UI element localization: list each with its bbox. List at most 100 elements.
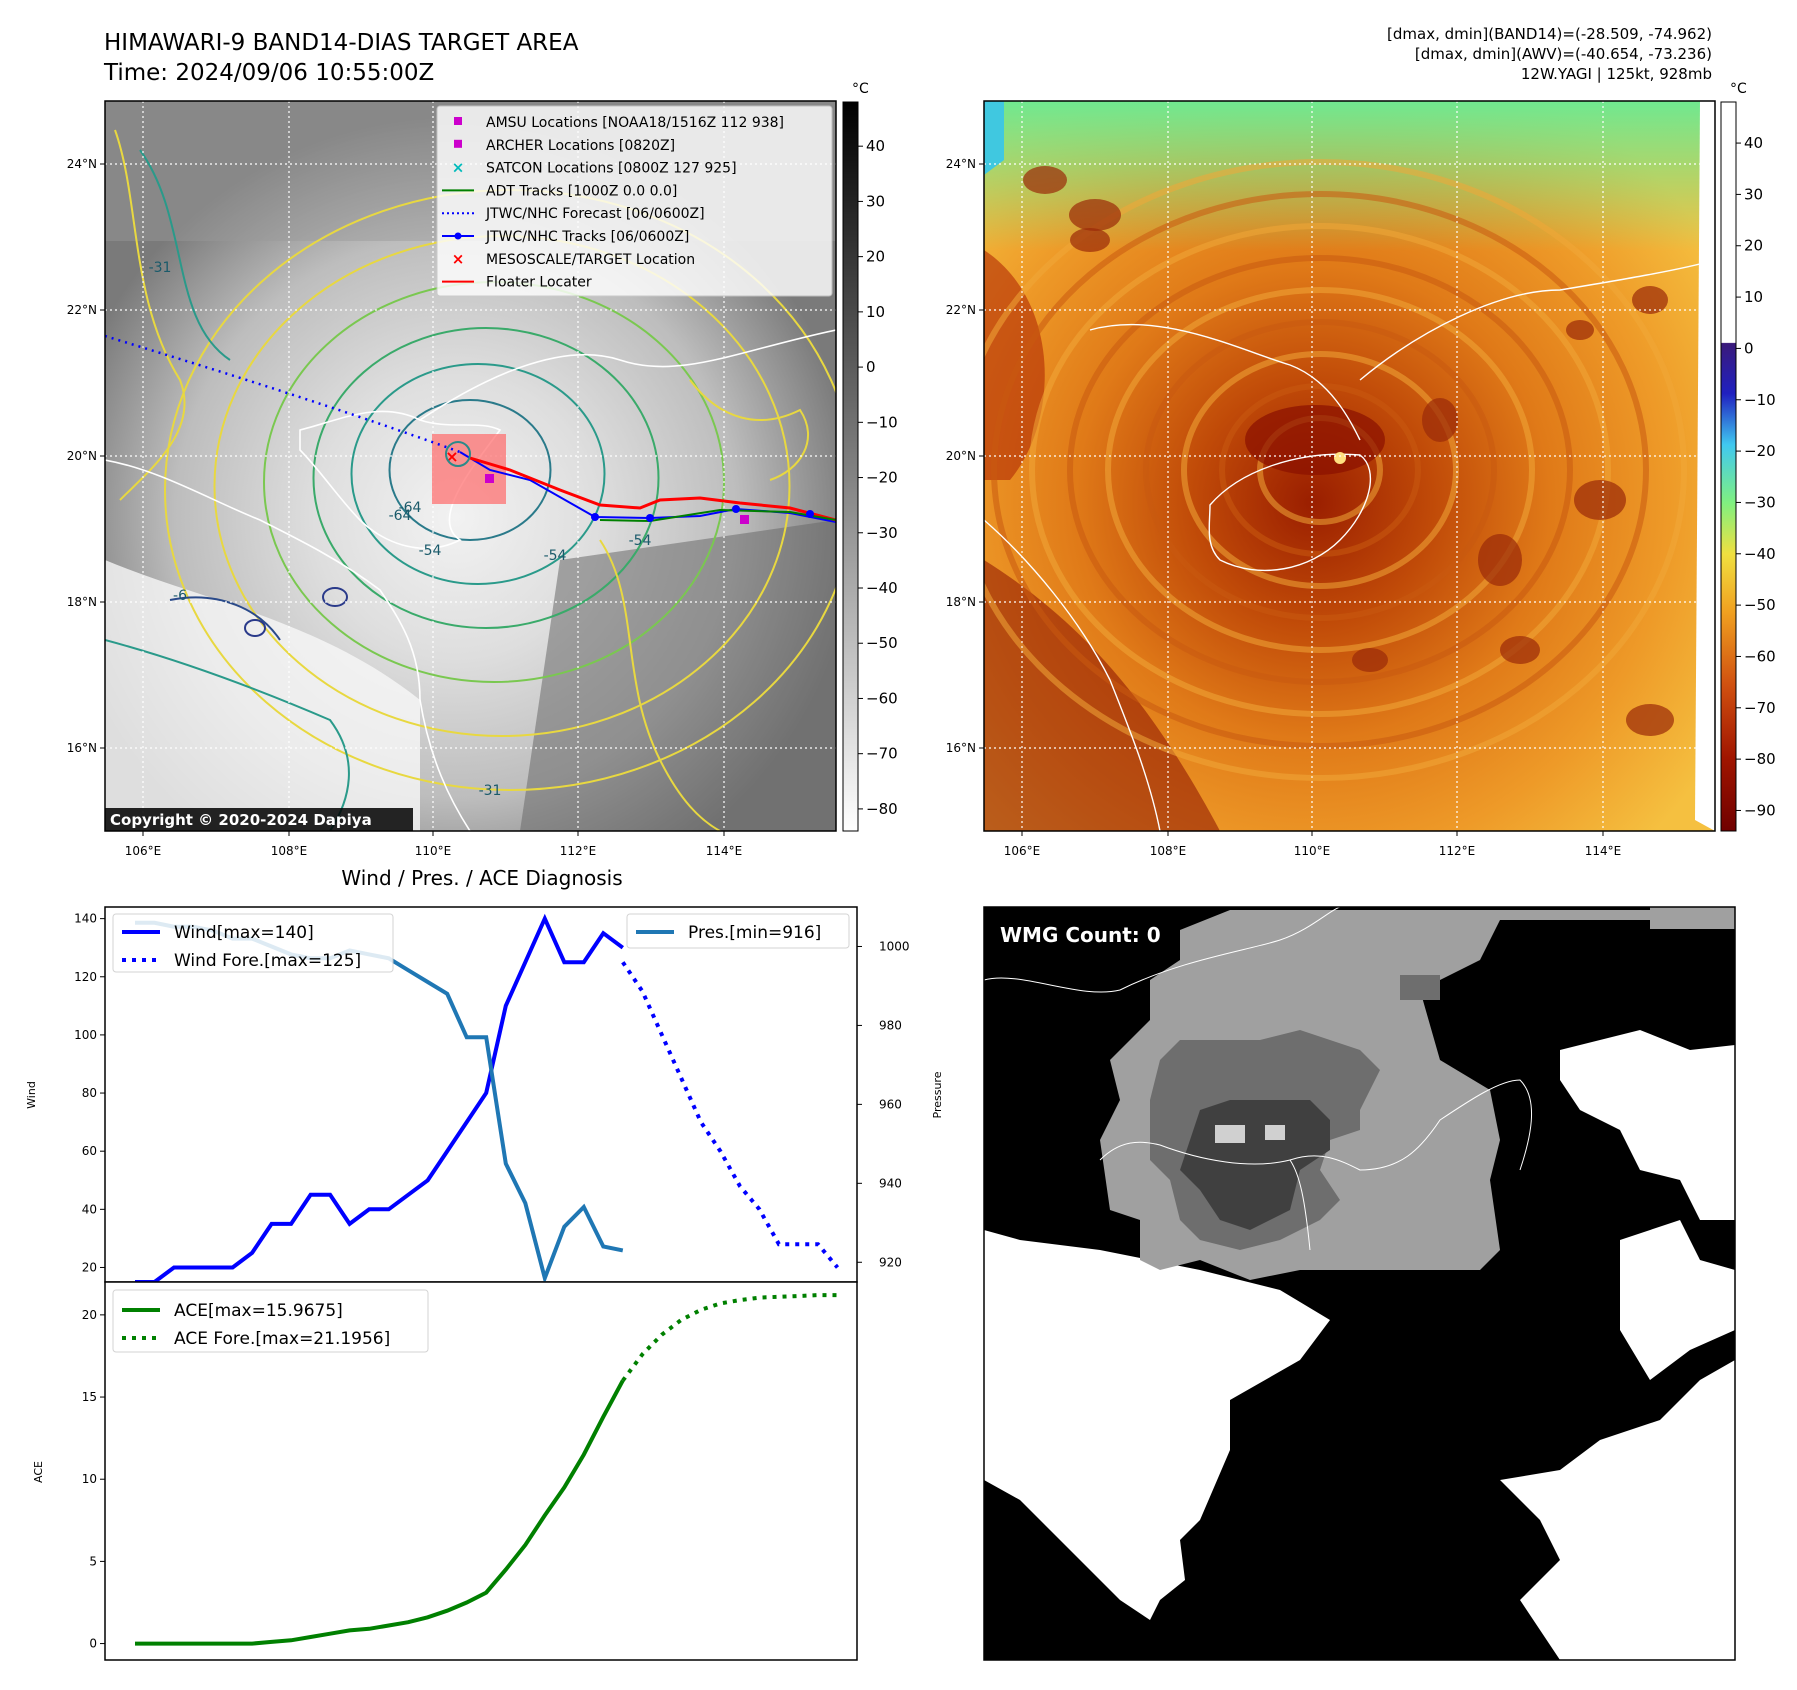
lon-tick-label: 112°E [560,844,597,858]
contour-label: -54 [419,543,442,559]
colorbar-tick-label: −40 [866,579,898,597]
copyright-text: Copyright © 2020-2024 Dapiya [110,811,372,829]
wmg-panel: WMG Count: 0 [983,906,1736,1661]
wind-axis-tick: 40 [82,1202,97,1216]
lat-tick-label: 18°N [67,595,97,609]
ir-map-panel: × -64 -54 -54 -54 -31 -31 -6 -64 Copyright © 20… [67,100,837,858]
legend-item-label: SATCON Locations [0800Z 127 925] [486,161,737,177]
colorbar-tick-label: −10 [1744,391,1776,409]
lon-tick-label: 106°E [1004,844,1041,858]
info-awv-range: [dmax, dmin](AWV)=(-40.654, -73.236) [1415,45,1712,63]
wind-axis-tick: 140 [74,912,97,926]
colorbar-tick-label: −80 [866,800,898,818]
wind-axis-tick: 120 [74,970,97,984]
legend-item-label: JTWC/NHC Tracks [06/0600Z] [485,229,689,245]
pressure-axis-tick: 1000 [879,939,910,953]
colorbar-tick-label: −10 [866,413,898,431]
colorbar-tick-label: −50 [866,634,898,652]
series-line-1 [621,961,840,1269]
colorbar-tick-label: 30 [866,192,885,210]
legend-item-label: ARCHER Locations [0820Z] [486,138,675,154]
adt-track [599,508,836,523]
colorbar-tick-label: −30 [866,524,898,542]
legend-item-label: ADT Tracks [1000Z 0.0 0.0] [486,183,677,199]
lon-tick-label: 114°E [706,844,743,858]
ace-axis-tick: 20 [82,1308,97,1322]
info-storm: 12W.YAGI | 125kt, 928mb [1521,65,1712,83]
figure-time: Time: 2024/09/06 10:55:00Z [103,60,434,86]
lon-tick-label: 106°E [125,844,162,858]
contour-label: -54 [544,548,567,564]
colorbar-tick-label: 10 [1744,288,1763,306]
pressure-axis-label: Pressure [931,1071,944,1118]
colorbar-tick-label: −90 [1744,801,1776,819]
ace-series-line-0 [135,1379,625,1646]
colorbar-band14-unit: °C [852,81,869,97]
colorbar-tick-label: 40 [1744,134,1763,152]
pressure-axis-tick: 920 [879,1255,902,1269]
lat-tick-label: 22°N [67,303,97,317]
ace-axis-tick: 5 [89,1554,97,1568]
legend-item-label: ACE Fore.[max=21.1956] [174,1329,390,1349]
legend-item-label: MESOSCALE/TARGET Location [486,252,695,268]
lon-tick-label: 112°E [1439,844,1476,858]
contour-label: -6 [173,588,187,604]
legend-item-label: Floater Locater [486,275,592,291]
contour-label: -31 [479,783,502,799]
colorbar-tick-label: 0 [1744,339,1754,357]
floater-locater-box [432,434,506,504]
ace-axis-tick: 0 [89,1637,97,1651]
awv-map-panel: 106°E 108°E 110°E 112°E 114°E 24°N 22°N 20°N 18°… [946,100,1716,858]
wind-axis-tick: 80 [82,1086,97,1100]
lat-tick-label: 20°N [67,449,97,463]
colorbar-tick-label: 30 [1744,185,1763,203]
lat-tick-label: 24°N [67,157,97,171]
colorbar-tick-label: −20 [866,469,898,487]
floater-track [469,456,836,522]
series-line-0 [135,913,624,1284]
legend-item-label: JTWC/NHC Forecast [06/0600Z] [485,206,705,222]
colorbar-tick-label: 40 [866,137,885,155]
lon-tick-label: 108°E [1150,844,1187,858]
legend-item-label: Wind[max=140] [174,923,314,943]
colorbar-tick-label: −70 [866,745,898,763]
lat-tick-label: 16°N [67,741,97,755]
colorbar-tick-label: −30 [1744,493,1776,511]
colorbar-tick-label: −20 [1744,442,1776,460]
wmg-count: WMG Count: 0 [1000,923,1161,947]
pressure-axis-tick: 980 [879,1018,902,1032]
colorbar-tick-label: −40 [1744,545,1776,563]
ace-chart: 0 5 10 15 20 ACE ACE[max=15.9675] ACE Fore.[max… [32,1281,858,1661]
lon-tick-label: 110°E [415,844,452,858]
lat-tick-label: 18°N [946,595,976,609]
colorbar-tick-label: 20 [866,248,885,266]
wind-axis-tick: 20 [82,1260,97,1274]
lat-tick-label: 24°N [946,157,976,171]
contour-label: -31 [149,260,172,276]
colorbar-tick-label: −50 [1744,596,1776,614]
wind-axis-label: Wind [25,1081,38,1109]
colorbar-tick-label: −80 [1744,750,1776,768]
legend-item-label: ACE[max=15.9675] [174,1301,343,1321]
wind-axis-tick: 100 [74,1028,97,1042]
contour-label: -54 [629,533,652,549]
legend-marker: × [452,159,465,177]
lon-tick-label: 114°E [1585,844,1622,858]
lon-tick-label: 108°E [271,844,308,858]
colorbar-tick-label: 20 [1744,237,1763,255]
pressure-axis-tick: 960 [879,1097,902,1111]
pressure-axis-tick: 940 [879,1176,902,1190]
map-legend: AMSU Locations [NOAA18/1516Z 112 938] ARC… [436,105,833,297]
colorbar-awv-unit: °C [1730,81,1747,97]
legend-item-label: AMSU Locations [NOAA18/1516Z 112 938] [486,115,784,131]
legend-item-label: Wind Fore.[max=125] [174,951,361,971]
contour-label: -64 [399,500,422,516]
lon-tick-label: 110°E [1294,844,1331,858]
wind-pressure-chart: 20 40 60 80 100 120 140 920 940 960 980 1000 Wind Pre… [25,906,944,1285]
contour-label: -64 [389,508,412,524]
lat-tick-label: 16°N [946,741,976,755]
ace-axis-tick: 15 [82,1390,97,1404]
colorbar-awv: °C 40 30 20 10 0 −10 −20 −30 −40 −50 −60 −70 −80 −90 [1720,81,1776,832]
ace-axis-tick: 10 [82,1472,97,1486]
